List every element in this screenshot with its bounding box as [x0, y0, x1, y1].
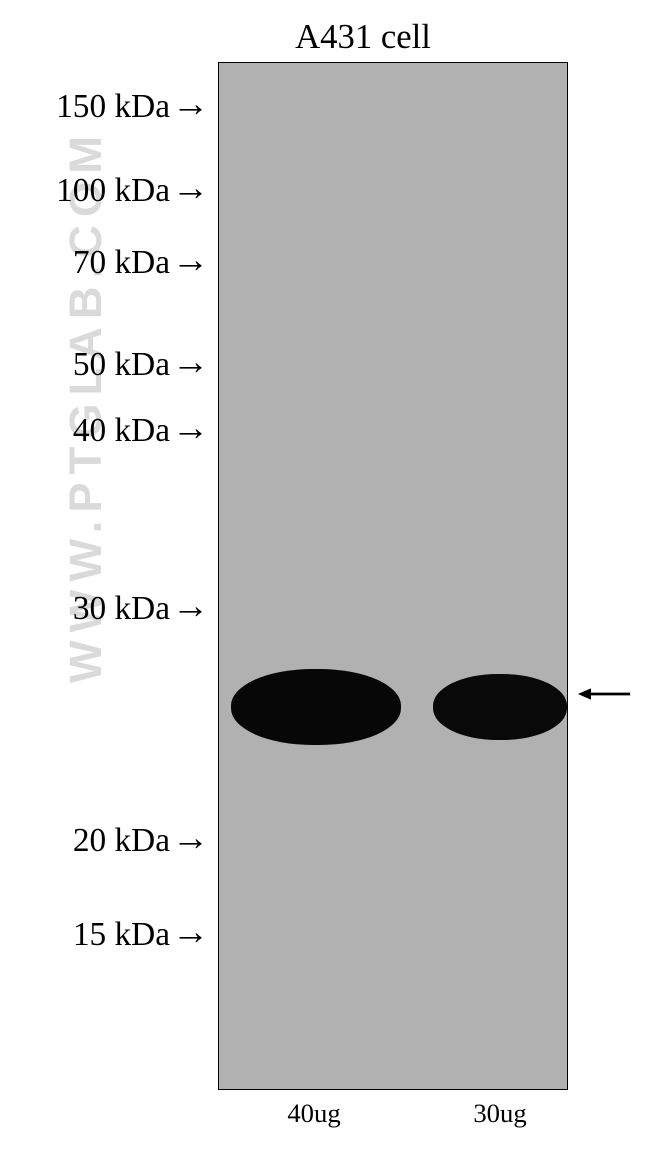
marker-label: 150 kDa — [0, 88, 170, 126]
marker-label: 40 kDa — [0, 412, 170, 450]
marker-arrow-icon: → — [172, 86, 209, 123]
band-lane1 — [231, 669, 401, 745]
band-lane2 — [433, 674, 567, 740]
marker-arrow-icon: → — [172, 588, 209, 625]
marker-arrow-icon: → — [172, 242, 209, 279]
marker-arrow-icon: → — [172, 170, 209, 207]
marker-label: 70 kDa — [0, 244, 170, 282]
lane-label-1: 40ug — [274, 1098, 354, 1129]
marker-label: 30 kDa — [0, 590, 170, 628]
blot-membrane — [218, 62, 568, 1090]
band-indicator-arrow-icon — [576, 684, 632, 704]
marker-arrow-icon: → — [172, 914, 209, 951]
marker-label: 50 kDa — [0, 346, 170, 384]
marker-arrow-icon: → — [172, 344, 209, 381]
lane-label-2: 30ug — [460, 1098, 540, 1129]
marker-label: 15 kDa — [0, 916, 170, 954]
marker-label: 100 kDa — [0, 172, 170, 210]
marker-label: 20 kDa — [0, 822, 170, 860]
marker-arrow-icon: → — [172, 410, 209, 447]
figure-title: A431 cell — [38, 18, 650, 57]
marker-arrow-icon: → — [172, 820, 209, 857]
